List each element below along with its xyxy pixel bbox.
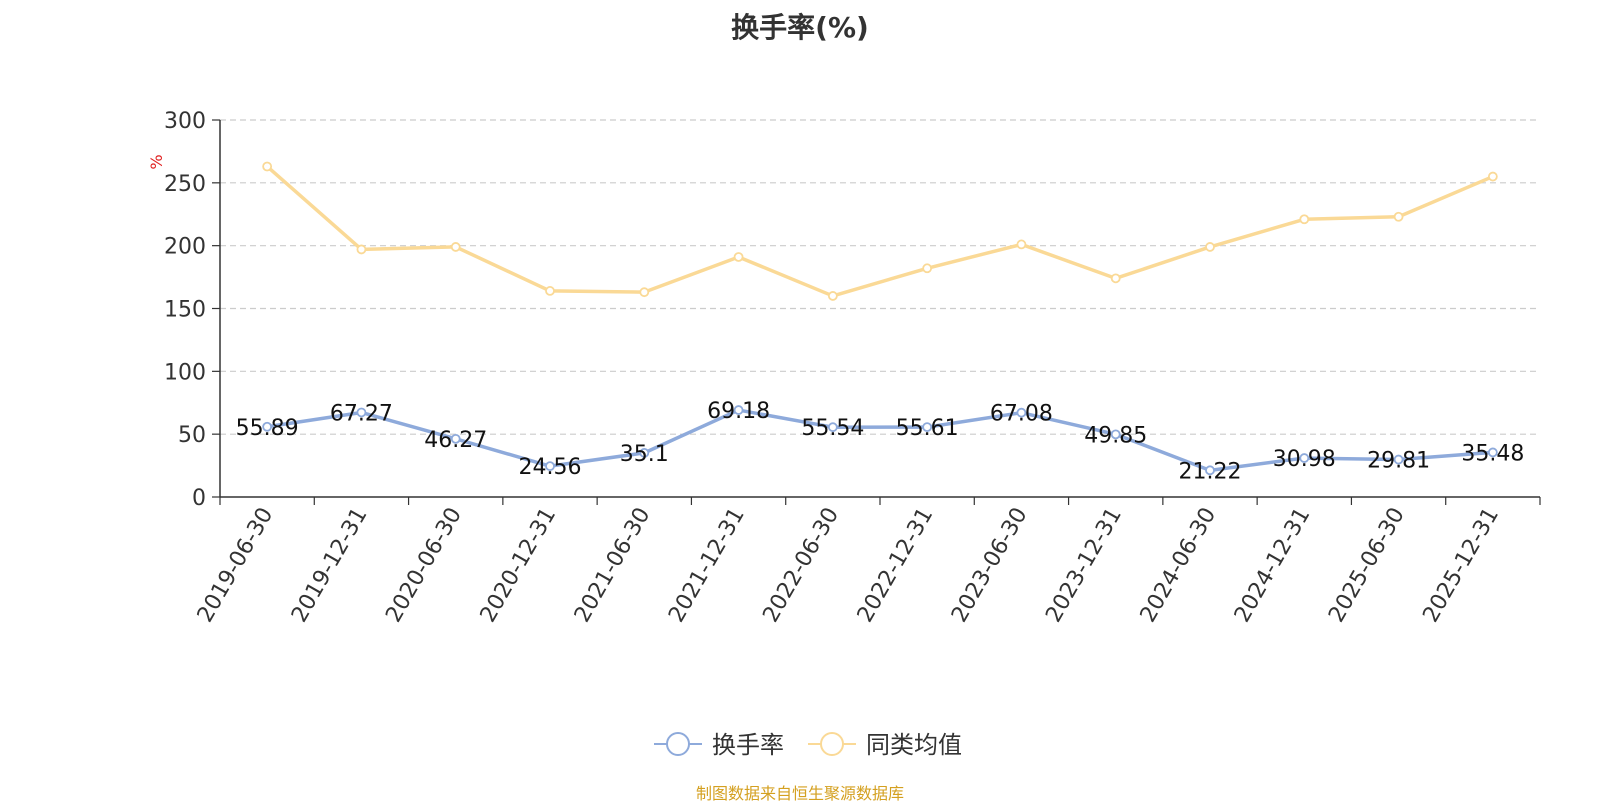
series-point-1 bbox=[262, 161, 273, 172]
series-point-1 bbox=[1299, 214, 1310, 225]
grid-lines bbox=[220, 119, 1540, 435]
x-tick-label: 2020-12-31 bbox=[476, 504, 562, 627]
y-tick-label: 200 bbox=[164, 235, 206, 260]
y-tick-label: 0 bbox=[192, 486, 206, 511]
x-tick-label: 2023-06-30 bbox=[947, 504, 1033, 627]
series-point-0 bbox=[733, 405, 744, 415]
data-label: 35.1 bbox=[620, 442, 669, 467]
x-tick-label: 2022-12-31 bbox=[853, 504, 939, 627]
x-tick-label: 2021-12-31 bbox=[664, 504, 750, 627]
series-point-0 bbox=[922, 422, 933, 433]
x-tick-label: 2021-06-30 bbox=[570, 504, 656, 627]
x-tick-label: 2025-12-31 bbox=[1418, 504, 1504, 627]
series-point-0 bbox=[1205, 465, 1215, 476]
data-label: 30.98 bbox=[1273, 447, 1336, 472]
x-tick-label: 2024-12-31 bbox=[1230, 504, 1316, 627]
x-tick-label: 2020-06-30 bbox=[381, 504, 467, 627]
x-tick-label: 2022-06-30 bbox=[758, 504, 844, 627]
data-label: 67.08 bbox=[990, 402, 1053, 427]
series-point-1 bbox=[545, 286, 555, 296]
y-tick-label: 100 bbox=[164, 360, 206, 385]
series-line-1 bbox=[265, 165, 1494, 298]
data-label: 35.48 bbox=[1461, 441, 1524, 466]
series-point-0 bbox=[262, 421, 273, 432]
series-point-1 bbox=[733, 252, 744, 262]
legend-label-1: 同类均值 bbox=[866, 731, 962, 759]
series-point-0 bbox=[1487, 447, 1498, 458]
series-point-0 bbox=[1393, 454, 1404, 465]
series-point-1 bbox=[1016, 239, 1027, 250]
data-label: 55.54 bbox=[801, 416, 864, 441]
series-point-0 bbox=[1110, 429, 1121, 440]
y-tick-label: 250 bbox=[164, 172, 206, 197]
series-point-1 bbox=[450, 242, 461, 252]
series-point-0 bbox=[639, 447, 650, 458]
x-tick-label: 2025-06-30 bbox=[1324, 504, 1410, 627]
x-tick-label: 2019-12-31 bbox=[287, 504, 373, 627]
source-note: 制图数据来自恒生聚源数据库 bbox=[695, 784, 904, 803]
series-point-1 bbox=[1205, 242, 1215, 252]
series-point-0 bbox=[1016, 407, 1027, 418]
legend-marker-icon bbox=[666, 732, 690, 756]
x-tick-label: 2024-06-30 bbox=[1136, 504, 1222, 627]
series-point-0 bbox=[545, 461, 555, 472]
y-tick-label: 300 bbox=[164, 109, 206, 134]
series-point-1 bbox=[639, 287, 650, 298]
series bbox=[262, 161, 1498, 476]
y-axis-label: % bbox=[147, 154, 166, 169]
series-point-1 bbox=[1487, 171, 1498, 182]
series-point-1 bbox=[827, 291, 838, 301]
chart-title: 换手率(%) bbox=[731, 11, 869, 44]
x-tick-label: 2023-12-31 bbox=[1041, 504, 1127, 627]
data-label: 69.18 bbox=[707, 399, 770, 424]
data-label: 29.81 bbox=[1367, 449, 1430, 474]
data-labels: 55.89 67.27 46.27 24.56 35.1 69.18 55.54 55.61 6… bbox=[236, 399, 1525, 484]
data-label: 24.56 bbox=[519, 455, 582, 480]
y-tick-label: 50 bbox=[178, 423, 206, 448]
data-label: 55.61 bbox=[896, 416, 959, 441]
data-label: 55.89 bbox=[236, 416, 299, 441]
series-point-1 bbox=[1110, 273, 1121, 284]
data-label: 49.85 bbox=[1084, 423, 1147, 448]
series-point-0 bbox=[450, 433, 461, 444]
series-point-1 bbox=[1393, 211, 1404, 222]
data-label: 46.27 bbox=[424, 428, 487, 453]
series-point-1 bbox=[922, 263, 933, 274]
series-point-1 bbox=[356, 244, 367, 255]
legend: 换手率 同类均值 bbox=[654, 731, 962, 759]
series-point-0 bbox=[827, 422, 838, 433]
data-label: 21.22 bbox=[1179, 459, 1242, 484]
series-point-0 bbox=[1299, 453, 1310, 463]
series-point-0 bbox=[356, 407, 367, 418]
legend-label-0: 换手率 bbox=[712, 731, 784, 759]
series-line-0 bbox=[266, 408, 1493, 473]
x-tick-label: 2019-06-30 bbox=[193, 504, 279, 627]
y-tick-label: 150 bbox=[164, 298, 206, 323]
data-label: 67.27 bbox=[330, 401, 393, 426]
legend-marker-icon bbox=[820, 732, 844, 756]
